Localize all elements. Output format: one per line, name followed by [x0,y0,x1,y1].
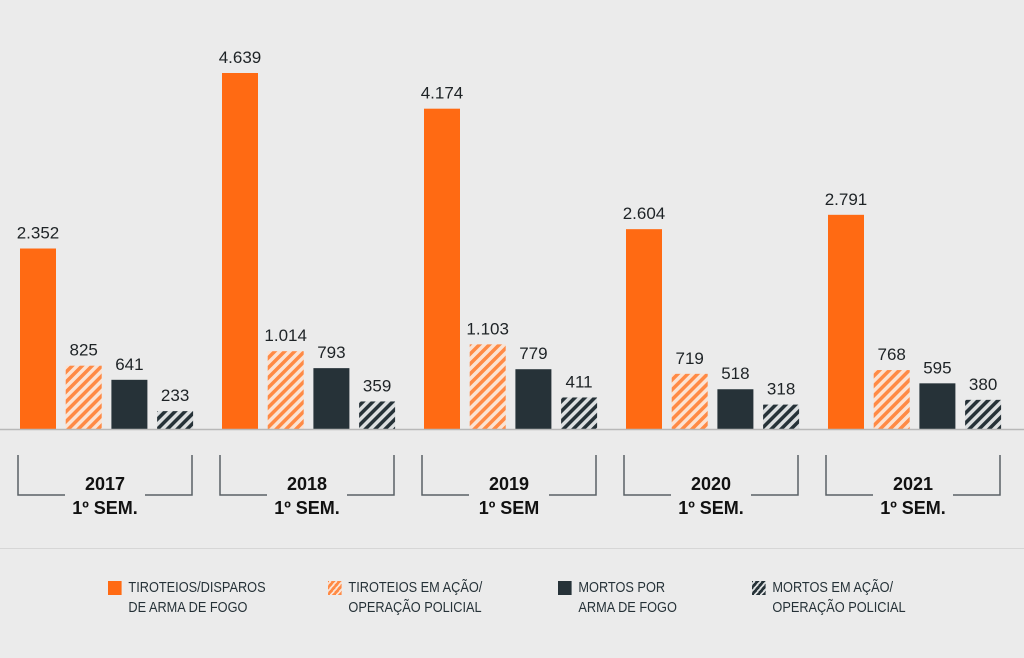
legend-label: TIROTEIOS/DISPAROS [128,579,266,596]
bar [965,399,1002,429]
category-year: 2021 [893,474,933,494]
data-label: 233 [161,386,189,405]
legend-swatch [558,581,572,595]
data-label: 380 [969,375,997,394]
bar [469,344,506,429]
legend-label: TIROTEIOS EM AÇÃO/ [348,579,483,596]
bar [671,373,708,429]
bar [313,368,350,429]
bar [65,365,102,429]
legend-label: OPERAÇÃO POLICIAL [348,599,482,616]
legend-label: OPERAÇÃO POLICIAL [772,599,906,616]
legend-label: ARMA DE FOGO [578,599,677,616]
data-label: 4.639 [219,48,262,67]
legend-item-mortos: MORTOS POR ARMA DE FOGO [558,578,677,618]
data-label: 359 [363,376,391,395]
bar [717,389,754,429]
data-label: 1.103 [466,319,509,338]
category-year: 2020 [691,474,731,494]
category-year: 2018 [287,474,327,494]
category-bracket [825,455,1001,496]
legend-item-tiroteios: TIROTEIOS/DISPAROS DE ARMA DE FOGO [108,578,266,618]
bar [20,248,56,429]
category-period: 1º SEM. [274,498,340,518]
data-label: 825 [70,341,98,360]
data-label: 768 [878,345,906,364]
bar [828,214,864,429]
data-label: 4.174 [421,84,464,103]
legend-label: MORTOS POR [578,579,666,596]
bar-chart: 2.352 825 641 233 4.639 1.014 793 359 4.174 1.103… [0,48,1024,518]
category-year: 2017 [85,474,125,494]
data-label: 518 [721,364,749,383]
category-period: 1º SEM. [880,498,946,518]
bar [424,108,460,429]
data-label: 595 [923,358,951,377]
bar [763,404,800,429]
legend-swatch [752,581,766,595]
legend-label: MORTOS EM AÇÃO/ [772,579,894,596]
category-year: 2019 [489,474,529,494]
data-label: 318 [767,380,795,399]
bar [561,397,598,429]
legend-swatch [108,581,122,595]
category-bracket [421,455,597,496]
bar [359,401,396,429]
data-label: 793 [317,343,345,362]
legend-label: DE ARMA DE FOGO [128,599,248,616]
data-label: 1.014 [264,326,307,345]
category-period: 1º SEM. [72,498,138,518]
data-label: 779 [519,344,547,363]
bar [157,411,194,429]
data-label: 641 [115,355,143,374]
bar [267,351,304,429]
category-bracket [219,455,395,496]
bar [222,73,258,429]
bar [626,229,662,429]
legend-item-mortos-policial: MORTOS EM AÇÃO/OPERAÇÃO POLICIAL [752,578,906,618]
category-bracket [623,455,799,496]
divider [0,548,1024,549]
legend-item-tiroteios-policial: TIROTEIOS EM AÇÃO/OPERAÇÃO POLICIAL [328,578,482,618]
data-label: 2.604 [623,204,666,223]
category-period: 1º SEM [479,498,540,518]
bar [873,370,910,429]
data-label: 411 [566,372,593,391]
data-label: 2.791 [825,190,868,209]
bar [919,383,956,429]
bar [515,369,552,429]
category-bracket [17,455,193,496]
bar [111,379,148,429]
legend-swatch [328,581,342,595]
data-label: 2.352 [17,224,60,243]
category-period: 1º SEM. [678,498,744,518]
data-label: 719 [676,349,704,368]
